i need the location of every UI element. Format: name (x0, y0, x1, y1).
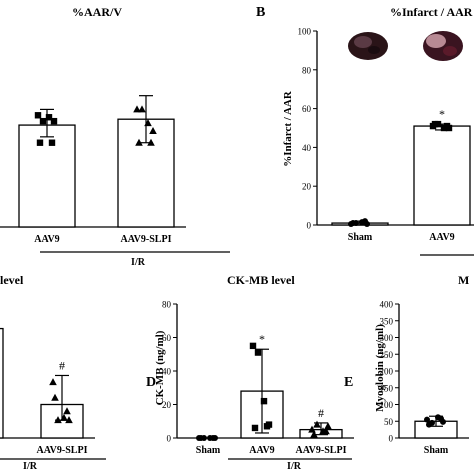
ckmb-data-point (249, 342, 257, 350)
myoglobin-y-tick-label: 100 (380, 400, 394, 410)
ckmb-data-point (260, 397, 268, 405)
ckmb-data-point (313, 420, 321, 428)
level-data-point (49, 378, 57, 386)
ckmb-y-tick-label: 40 (162, 367, 172, 377)
myoglobin-y-tick-label: 300 (380, 333, 394, 343)
level-bar (0, 327, 4, 439)
infarct-y-tick-label: 40 (302, 143, 312, 153)
level-significance-marker: # (59, 358, 65, 372)
ckmb-y-tick-label: 60 (162, 333, 172, 343)
infarct-y-tick-label: 20 (302, 182, 312, 192)
myoglobin-y-tick-label: 400 (380, 300, 394, 310)
aar-group-label: I/R (131, 257, 146, 268)
myoglobin-data-point (426, 421, 432, 428)
ckmb-x-tick-label: Sham (196, 445, 221, 456)
ckmb-data-point (310, 430, 318, 438)
infarct-y-tick-label: 80 (302, 65, 312, 75)
infarct-y-axis-label: %Infarct / AAR (282, 90, 294, 167)
aar-data-point (149, 126, 157, 134)
plots: AAV9 AAV9-SLPI 0 20 40 60 80 100 Sham AAV9 * AAV9 AA… (0, 27, 474, 460)
ckmb-data-point (210, 435, 216, 441)
ckmb-y-tick-label: 20 (162, 400, 172, 410)
ckmb-group-label: I/R (287, 461, 302, 472)
ckmb-x-tick-label: AAV9 (249, 445, 274, 456)
infarct-y-tick-label: 100 (298, 27, 312, 37)
myoglobin-y-tick-label: 200 (380, 367, 394, 377)
aar-chart-title: %AAR/V (72, 5, 122, 19)
ckmb-significance-marker: # (318, 406, 324, 420)
ckmb-y-tick-label: 80 (162, 300, 172, 310)
infarct-significance-marker: * (439, 107, 445, 121)
level-data-point (60, 413, 68, 421)
aar-data-point (36, 139, 44, 146)
aar-data-point (133, 105, 141, 113)
infarct-x-tick-label: AAV9 (429, 232, 454, 243)
infarct-y-tick-label: 60 (302, 104, 312, 114)
aar-data-point (34, 112, 42, 119)
infarct-y-tick-label: 0 (307, 221, 312, 231)
ckmb-data-point (263, 423, 271, 430)
ckmb-data-point (254, 349, 262, 356)
panel-letter-e: E (344, 375, 353, 390)
aar-data-point (50, 117, 58, 125)
ckmb-data-point (322, 427, 330, 435)
myoglobin-y-tick-label: 0 (389, 434, 394, 444)
infarct-data-point (350, 220, 356, 227)
panel-letter-d: D (146, 375, 156, 390)
infarct-data-point (443, 122, 451, 130)
infarct-data-point (431, 120, 439, 128)
level-data-point (51, 393, 59, 401)
aar-data-point (39, 117, 47, 125)
aar-data-point (135, 138, 143, 146)
aar-data-point (48, 139, 56, 146)
heart-photo-aav9 (423, 31, 463, 61)
level-data-point (54, 416, 62, 424)
level-chart-title: level (0, 273, 24, 287)
aar-x-tick-label: AAV9-SLPI (121, 234, 172, 245)
myoglobin-y-axis-label: Myoglobin (ng/ml) (374, 324, 386, 412)
myoglobin-y-tick-label: 350 (380, 316, 394, 326)
myoglobin-x-tick-label: Sham (424, 445, 449, 456)
infarct-data-point (362, 218, 368, 225)
ckmb-y-axis-label: CK-MB (ng/ml) (154, 330, 166, 405)
heart-photo-sham (348, 32, 388, 60)
ckmb-significance-marker: * (259, 332, 265, 346)
myoglobin-y-tick-label: 50 (384, 417, 394, 427)
myoglobin-data-point (424, 416, 430, 423)
aar-data-point (144, 119, 152, 127)
myoglobin-y-tick-label: 150 (380, 383, 394, 393)
ckmb-data-point (198, 435, 204, 441)
ckmb-y-tick-label: 0 (167, 434, 172, 444)
aar-data-point (147, 138, 155, 146)
ckmb-x-tick-label: AAV9-SLPI (296, 445, 347, 456)
myoglobin-y-tick-label: 250 (380, 350, 394, 360)
panel-letter-b: B (256, 5, 265, 20)
myoglobin-chart-title: M (458, 273, 469, 287)
myoglobin-data-point (438, 415, 444, 422)
ckmb-data-point (251, 424, 259, 432)
infarct-x-tick-label: Sham (348, 232, 373, 243)
aar-data-point (45, 114, 53, 121)
level-x-tick-label: AAV9-SLPI (37, 445, 88, 456)
ckmb-chart-title: CK-MB level (227, 273, 295, 287)
infarct-chart-title: %Infarct / AAR (390, 5, 473, 19)
level-group-label: I/R (23, 461, 38, 472)
aar-data-point (138, 105, 146, 113)
aar-x-tick-label: AAV9 (34, 234, 59, 245)
infarct-bar (413, 125, 471, 226)
level-data-point (63, 407, 71, 415)
level-data-point (65, 416, 73, 424)
aar-bar (18, 124, 76, 228)
